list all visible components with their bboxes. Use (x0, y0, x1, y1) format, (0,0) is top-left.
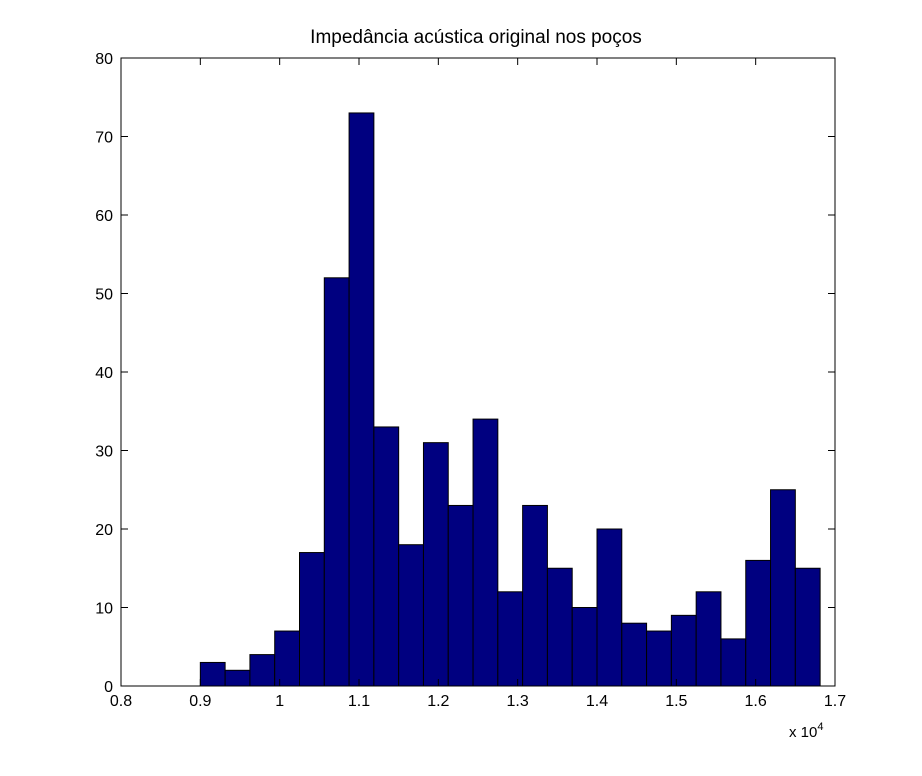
y-tick-label: 0 (104, 679, 113, 696)
y-tick-label: 20 (95, 522, 113, 539)
y-tick-label: 30 (95, 444, 113, 461)
x-tick-label: 1.4 (586, 693, 608, 710)
x-tick-label: 0.8 (110, 693, 132, 710)
histogram-bar (373, 426, 400, 687)
histogram-bar (348, 112, 375, 687)
x-tick-label: 1.1 (348, 693, 370, 710)
histogram-bar (497, 591, 524, 687)
x-multiplier-base: x 10 (789, 724, 817, 741)
chart-title: Impedância acústica original nos poços (310, 27, 642, 48)
histogram-bar (770, 489, 796, 687)
histogram-bar (670, 614, 697, 687)
histogram-bar (447, 504, 474, 687)
histogram-bar (422, 442, 449, 687)
x-tick-label: 1.7 (824, 693, 846, 710)
histogram-bar (472, 418, 499, 687)
y-tick-label: 40 (95, 365, 113, 382)
histogram-bar (720, 638, 747, 687)
x-multiplier-exponent: 4 (817, 721, 823, 733)
histogram-bar (745, 559, 772, 687)
x-tick-label: 0.9 (189, 693, 211, 710)
histogram-bar (546, 567, 573, 687)
histogram-bar (224, 669, 251, 687)
x-tick-label: 1.3 (507, 693, 529, 710)
axes-group: 0.8 0.9 1 1.1 1.2 1.3 1.4 1.5 1.6 1.7 0 10 20 30 40 50 6… (95, 51, 846, 710)
histogram-bar (794, 567, 821, 687)
x-axis-multiplier: x 104 (789, 721, 823, 741)
y-tick-label: 70 (95, 130, 113, 147)
x-tick-label: 1.6 (745, 693, 767, 710)
histogram-bar (323, 277, 350, 687)
histogram-bar (274, 630, 301, 687)
histogram-bar (571, 607, 598, 687)
x-tick-label: 1 (275, 693, 284, 710)
histogram-bar (596, 528, 623, 687)
y-tick-label: 50 (95, 287, 113, 304)
histogram-bar (199, 661, 226, 687)
x-tick-label: 1.2 (427, 693, 449, 710)
histogram-bar (695, 591, 722, 687)
histogram-bar (398, 544, 424, 687)
histogram-bar (646, 630, 672, 687)
histogram-bar (522, 504, 548, 687)
bars-group (199, 112, 821, 687)
y-tick-label: 60 (95, 208, 113, 225)
histogram-bar (621, 622, 648, 687)
x-tick-label: 1.5 (665, 693, 687, 710)
histogram-bar (249, 654, 276, 687)
histogram-bar (299, 552, 325, 687)
y-tick-label: 80 (95, 51, 113, 68)
y-tick-label: 10 (95, 601, 113, 618)
